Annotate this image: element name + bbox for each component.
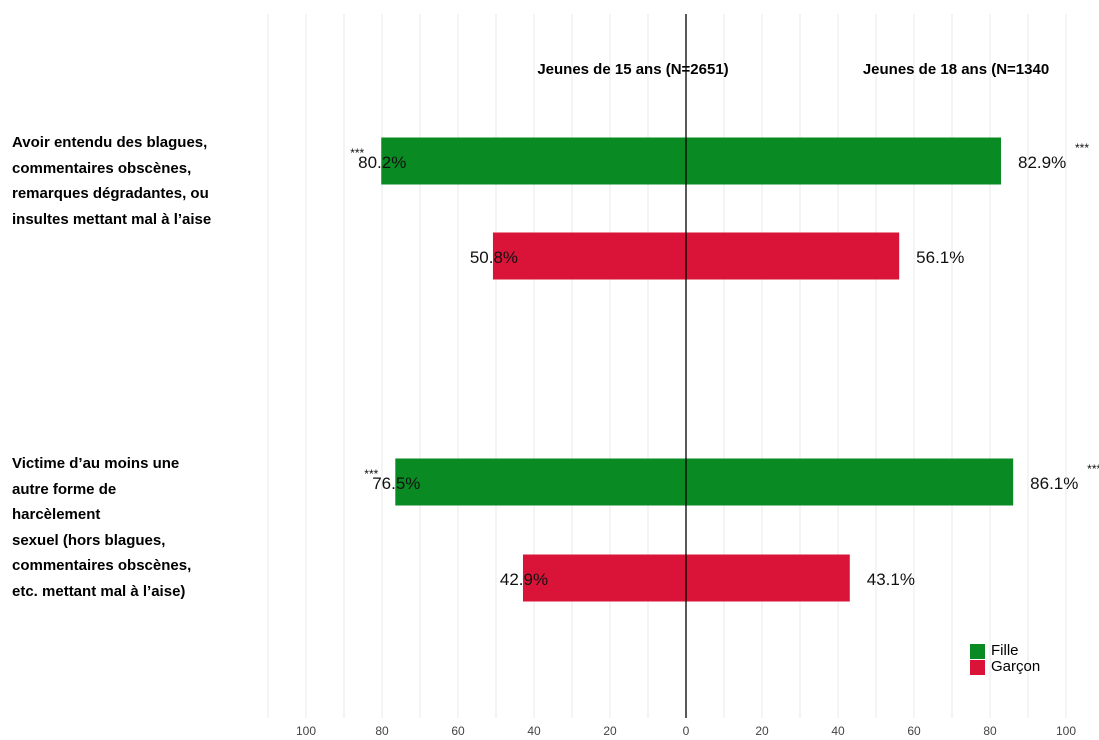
category-label-autre-harcelement: Victime d’au moins une autre forme de ha… <box>12 455 192 600</box>
bar-fille-15ans <box>381 137 686 185</box>
bar-fille-18ans <box>686 137 1002 185</box>
gridlines <box>267 14 1067 718</box>
panel-title-15-ans: Jeunes de 15 ans (N=2651) <box>537 61 728 78</box>
data-label-garcon-15ans: 42.9% <box>500 570 548 589</box>
bar-garcon-18ans <box>686 554 850 602</box>
data-label-fille-15ans: 76.5% <box>372 474 420 493</box>
bar-fille-18ans <box>686 458 1014 506</box>
panel-title-18-ans: Jeunes de 18 ans (N=1340 <box>863 61 1049 78</box>
data-label-garcon-18ans: 56.1% <box>916 248 964 267</box>
x-tick-label: 60 <box>451 724 465 738</box>
legend-item-garcon: Garçon <box>970 659 1040 675</box>
data-labels: 80.2%***82.9%***76.5%***86.1%***50.8%56.… <box>350 141 1099 589</box>
legend-item-fille: Fille <box>970 643 1040 659</box>
x-tick-label: 20 <box>755 724 769 738</box>
bar-fille-15ans <box>395 458 686 506</box>
x-tick-label: 80 <box>375 724 389 738</box>
significance-marker: *** <box>1075 141 1089 155</box>
significance-marker: *** <box>364 467 378 481</box>
significance-marker: *** <box>1087 462 1099 476</box>
bar-garcon-18ans <box>686 232 900 280</box>
legend-swatch-fille <box>970 643 985 659</box>
data-label-fille-18ans: 82.9% <box>1018 153 1066 172</box>
data-label-garcon-18ans: 43.1% <box>867 570 915 589</box>
category-label-blagues: Avoir entendu des blagues, commentaires … <box>12 134 212 228</box>
x-tick-label: 100 <box>296 724 316 738</box>
x-tick-label: 40 <box>831 724 845 738</box>
bars <box>381 137 1014 602</box>
legend-swatch-garcon <box>970 659 985 675</box>
x-tick-label: 40 <box>527 724 541 738</box>
data-label-fille-18ans: 86.1% <box>1030 474 1078 493</box>
x-tick-label: 60 <box>907 724 921 738</box>
x-tick-label: 20 <box>603 724 617 738</box>
legend-label-garcon: Garçon <box>991 658 1041 675</box>
legend-label-fille: Fille <box>991 642 1019 659</box>
x-tick-label: 80 <box>983 724 997 738</box>
bar-garcon-15ans <box>522 554 686 602</box>
x-axis-ticks: 100 80 60 40 20 0 20 40 60 80 100 <box>296 724 1076 738</box>
bar-garcon-15ans <box>492 232 686 280</box>
data-label-garcon-15ans: 50.8% <box>470 248 518 267</box>
significance-marker: *** <box>350 146 364 160</box>
legend: Fille Garçon <box>970 643 1040 675</box>
data-label-fille-15ans: 80.2% <box>358 153 406 172</box>
x-tick-label: 100 <box>1056 724 1076 738</box>
x-tick-label: 0 <box>683 724 690 738</box>
